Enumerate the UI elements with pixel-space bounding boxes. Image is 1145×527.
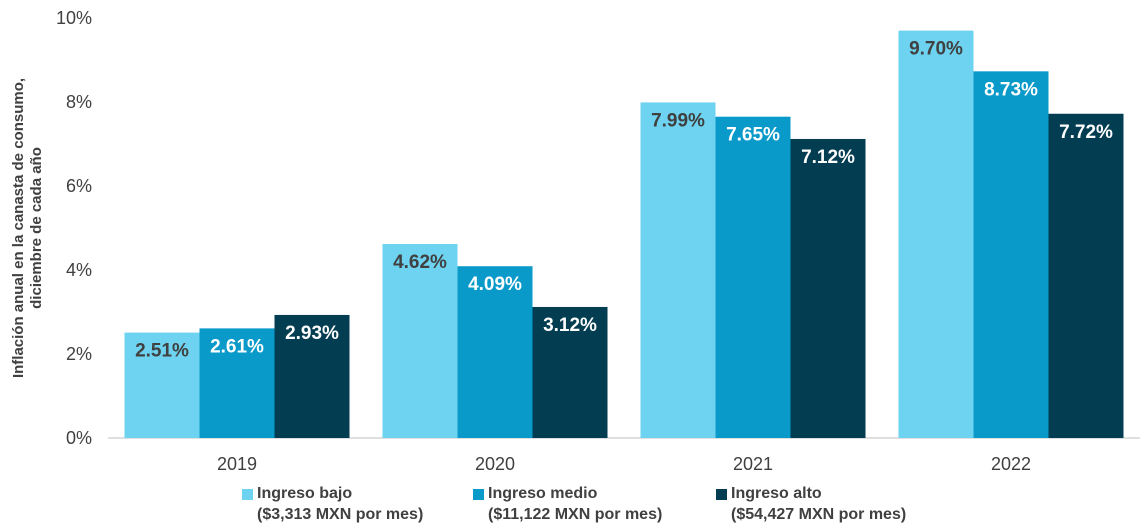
data-label: 3.12% — [543, 315, 597, 336]
data-label: 7.12% — [801, 147, 855, 168]
bar-ingreso-bajo-2020 — [382, 243, 458, 438]
legend-swatch-ingreso-alto — [716, 489, 727, 500]
x-tick-label: 2019 — [217, 454, 257, 474]
data-label: 7.72% — [1059, 122, 1113, 143]
legend-swatch-ingreso-bajo — [242, 489, 253, 500]
legend-label-ingreso-alto: Ingreso alto — [731, 485, 822, 502]
bar-ingreso-medio-2019 — [199, 328, 275, 438]
y-tick-label: 2% — [66, 344, 92, 364]
bar-ingreso-bajo-2021 — [640, 102, 716, 439]
data-label: 4.62% — [393, 252, 447, 273]
legend-sublabel-ingreso-alto: ($54,427 MXN por mes) — [731, 506, 907, 523]
y-tick-label: 4% — [66, 260, 92, 280]
y-tick-label: 0% — [66, 428, 92, 448]
bar-ingreso-alto-2020 — [532, 306, 608, 438]
bar-ingreso-bajo-2019 — [124, 332, 200, 438]
data-label: 7.99% — [651, 110, 705, 131]
bar-ingreso-bajo-2022 — [898, 30, 974, 438]
x-tick-label: 2021 — [733, 454, 773, 474]
bar-ingreso-medio-2021 — [715, 116, 791, 438]
data-label: 2.93% — [285, 323, 339, 344]
y-tick-label: 8% — [66, 92, 92, 112]
data-label: 4.09% — [468, 274, 522, 295]
y-tick-label: 10% — [56, 8, 92, 28]
legend-sublabel-ingreso-bajo: ($3,313 MXN por mes) — [257, 506, 424, 523]
y-axis-title: Inflación anual en la canasta de consumo… — [10, 78, 45, 378]
data-label: 2.51% — [135, 341, 189, 362]
bar-ingreso-alto-2021 — [790, 138, 866, 438]
x-tick-label: 2020 — [475, 454, 515, 474]
inflation-bar-chart: Inflación anual en la canasta de consumo… — [10, 8, 1140, 474]
data-label: 7.65% — [726, 125, 780, 146]
bar-ingreso-medio-2022 — [973, 71, 1049, 438]
legend-label-ingreso-bajo: Ingreso bajo — [257, 485, 353, 502]
legend-sublabel-ingreso-medio: ($11,122 MXN por mes) — [488, 506, 663, 523]
data-label: 8.73% — [984, 79, 1038, 100]
x-tick-label: 2022 — [991, 454, 1031, 474]
legend-swatch-ingreso-medio — [473, 489, 484, 500]
legend-label-ingreso-medio: Ingreso medio — [488, 485, 598, 502]
data-label: 2.61% — [210, 336, 264, 357]
y-axis-title-line: Inflación anual en la canasta de consumo… — [10, 78, 27, 378]
bar-ingreso-medio-2020 — [457, 266, 533, 438]
y-tick-label: 6% — [66, 176, 92, 196]
legend: Ingreso bajo ($3,313 MXN por mes) Ingres… — [0, 483, 1145, 527]
bar-ingreso-alto-2022 — [1048, 113, 1124, 438]
y-axis-title-line: diciembre de cada año — [28, 147, 45, 309]
bar-ingreso-alto-2019 — [274, 314, 350, 438]
data-label: 9.70% — [909, 39, 963, 60]
